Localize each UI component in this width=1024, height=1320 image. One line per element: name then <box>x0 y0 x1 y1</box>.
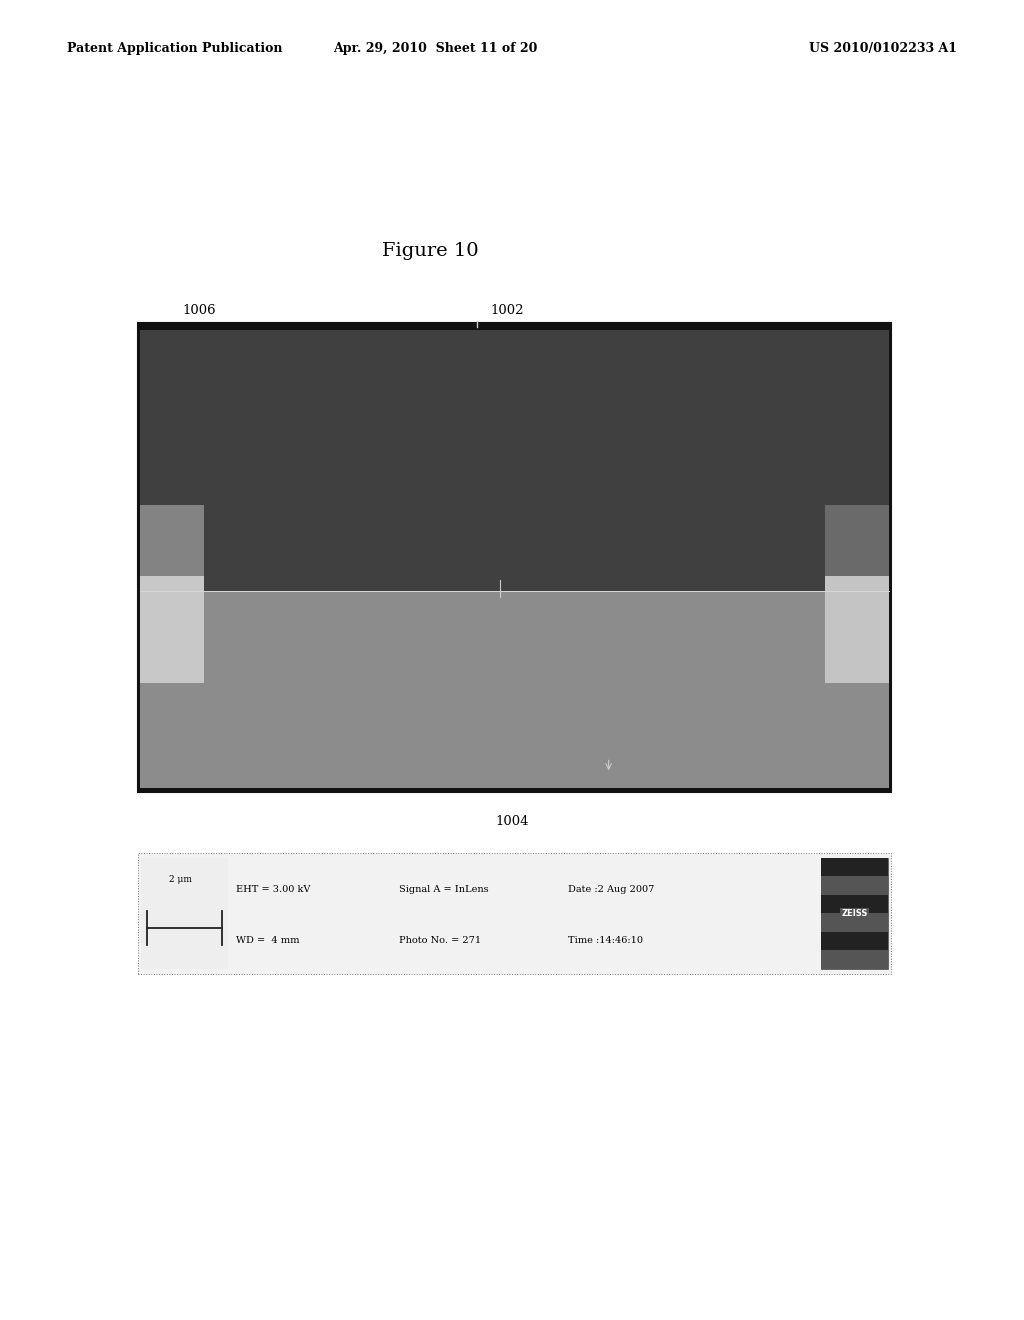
Text: 2 μm: 2 μm <box>169 875 191 884</box>
Text: 1002: 1002 <box>490 304 523 317</box>
Text: ZEISS: ZEISS <box>842 909 867 917</box>
Bar <box>821 913 888 932</box>
Text: Patent Application Publication: Patent Application Publication <box>67 42 282 55</box>
Text: 1004: 1004 <box>496 814 528 828</box>
Text: Signal A = InLens: Signal A = InLens <box>399 884 489 894</box>
Bar <box>140 506 204 682</box>
Bar <box>825 506 889 682</box>
Bar <box>141 858 228 969</box>
Text: Apr. 29, 2010  Sheet 11 of 20: Apr. 29, 2010 Sheet 11 of 20 <box>333 42 538 55</box>
Text: Date :2 Aug 2007: Date :2 Aug 2007 <box>568 884 654 894</box>
Text: Figure 10: Figure 10 <box>382 242 478 260</box>
Bar <box>821 950 888 969</box>
Text: EHT = 3.00 kV: EHT = 3.00 kV <box>236 884 310 894</box>
Bar <box>140 330 889 590</box>
Bar <box>138 853 891 974</box>
Bar <box>821 876 888 895</box>
Text: WD =  4 mm: WD = 4 mm <box>236 936 299 945</box>
Bar <box>821 858 888 969</box>
Text: Photo No. = 271: Photo No. = 271 <box>399 936 481 945</box>
Bar <box>138 323 891 792</box>
Bar <box>140 590 889 788</box>
Bar <box>140 506 204 577</box>
Bar <box>821 932 888 950</box>
Bar <box>821 895 888 913</box>
Text: 1006: 1006 <box>183 304 216 317</box>
Text: US 2010/0102233 A1: US 2010/0102233 A1 <box>809 42 957 55</box>
Bar <box>821 858 888 876</box>
Bar <box>825 506 889 577</box>
Text: Time :14:46:10: Time :14:46:10 <box>568 936 643 945</box>
